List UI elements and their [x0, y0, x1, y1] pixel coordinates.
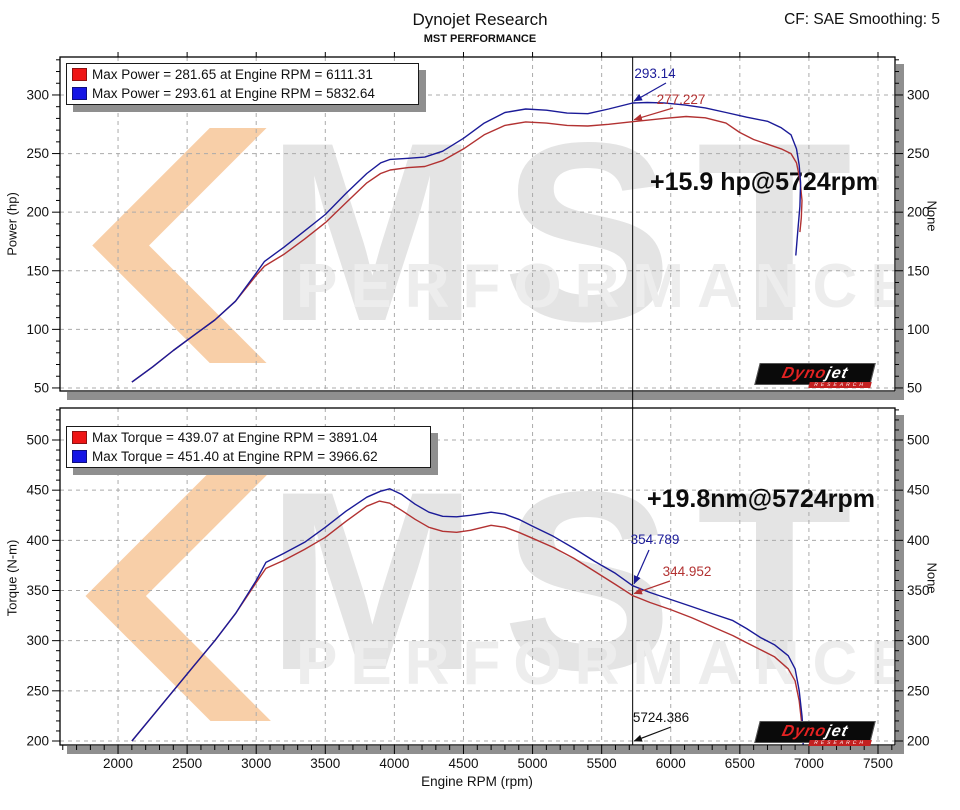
- svg-text:7000: 7000: [794, 756, 824, 771]
- dynojet-logo: Dyno jet RESEARCH: [754, 363, 879, 388]
- dynojet-logo-jet: jet: [824, 365, 851, 382]
- rpm-axis-label: Engine RPM (rpm): [421, 774, 533, 789]
- svg-text:100: 100: [26, 322, 49, 337]
- svg-text:50: 50: [907, 380, 922, 395]
- legend-row: Max Torque = 439.07 at Engine RPM = 3891…: [72, 428, 426, 447]
- annotation-label: 5724.386: [633, 710, 689, 725]
- watermark-performance-text: PERFORMANCE: [296, 629, 894, 698]
- svg-text:500: 500: [26, 433, 49, 448]
- legend-label: Max Torque = 439.07 at Engine RPM = 3891…: [92, 430, 378, 445]
- svg-text:6500: 6500: [725, 756, 755, 771]
- legend-swatch-blue-icon: [72, 450, 87, 463]
- svg-text:450: 450: [26, 483, 49, 498]
- dynojet-logo-research: RESEARCH: [808, 740, 872, 746]
- svg-text:100: 100: [907, 322, 930, 337]
- legend-swatch-red-icon: [72, 68, 87, 81]
- svg-text:300: 300: [26, 633, 49, 648]
- svg-text:250: 250: [907, 146, 930, 161]
- svg-text:350: 350: [907, 583, 930, 598]
- svg-text:300: 300: [907, 633, 930, 648]
- run-red-curve: [131, 500, 804, 744]
- watermark-mst-text: MST: [266, 439, 877, 724]
- cf-smoothing-label: CF: SAE Smoothing: 5: [784, 11, 940, 28]
- legend-swatch-blue-icon: [72, 87, 87, 100]
- annotation-arrow: [633, 549, 650, 585]
- svg-text:200: 200: [26, 733, 49, 748]
- svg-text:6000: 6000: [656, 756, 686, 771]
- svg-text:3500: 3500: [310, 756, 340, 771]
- svg-text:500: 500: [907, 433, 930, 448]
- svg-text:4000: 4000: [379, 756, 409, 771]
- delta-label: +19.8nm@5724rpm: [647, 485, 875, 513]
- dynojet-logo-jet: jet: [824, 723, 851, 740]
- svg-text:400: 400: [907, 533, 930, 548]
- dynojet-logo-dyno: Dyno: [780, 723, 829, 740]
- power-axis-label: Power (hp): [4, 192, 20, 256]
- svg-text:250: 250: [26, 146, 49, 161]
- run-red-curve: [131, 115, 803, 383]
- svg-text:2000: 2000: [103, 756, 133, 771]
- annotation-arrow: [633, 82, 667, 102]
- svg-text:250: 250: [907, 683, 930, 698]
- svg-text:300: 300: [907, 87, 930, 102]
- dynojet-logo: Dyno jet RESEARCH: [754, 721, 879, 746]
- svg-text:250: 250: [26, 683, 49, 698]
- torque-chart: +19.8nm@5724rpm 354.789 344.952 5724.386 200…: [26, 407, 930, 771]
- svg-text:300: 300: [26, 87, 49, 102]
- svg-text:200: 200: [26, 205, 49, 220]
- legend-label: Max Power = 293.61 at Engine RPM = 5832.…: [92, 86, 375, 101]
- mst-chevron-icon: [85, 471, 271, 721]
- watermark-power: MST PERFORMANCE: [61, 58, 894, 390]
- svg-text:150: 150: [26, 263, 49, 278]
- legend-label: Max Torque = 451.40 at Engine RPM = 3966…: [92, 449, 378, 464]
- torque-axis-label: Torque (N-m): [4, 539, 20, 617]
- annotation-label: 277.227: [657, 92, 706, 107]
- annotation-label: 344.952: [663, 564, 712, 579]
- svg-text:350: 350: [26, 583, 49, 598]
- mst-chevron-icon: [92, 128, 267, 363]
- legend-row: Max Torque = 451.40 at Engine RPM = 3966…: [72, 447, 426, 466]
- legend-power: Max Power = 281.65 at Engine RPM = 6111.…: [66, 63, 419, 105]
- legend-row: Max Power = 281.65 at Engine RPM = 6111.…: [72, 65, 414, 84]
- annotation-label: 293.14: [634, 66, 676, 81]
- svg-text:5000: 5000: [518, 756, 548, 771]
- annotation-arrow: [633, 580, 671, 595]
- page-title: Dynojet Research: [412, 10, 548, 29]
- legend-label: Max Power = 281.65 at Engine RPM = 6111.…: [92, 67, 373, 82]
- torque-right-axis-label: None: [924, 562, 940, 594]
- page-subtitle: MST PERFORMANCE: [423, 33, 537, 45]
- svg-text:3000: 3000: [241, 756, 271, 771]
- annotation-arrow: [633, 726, 672, 742]
- legend-torque: Max Torque = 439.07 at Engine RPM = 3891…: [66, 426, 431, 468]
- delta-label: +15.9 hp@5724rpm: [650, 168, 878, 196]
- svg-text:7500: 7500: [863, 756, 893, 771]
- svg-text:450: 450: [907, 483, 930, 498]
- svg-text:50: 50: [34, 380, 49, 395]
- watermark-torque: MST PERFORMANCE: [61, 409, 894, 744]
- run-blue-curve: [131, 101, 802, 383]
- svg-text:4500: 4500: [448, 756, 478, 771]
- svg-text:150: 150: [907, 263, 930, 278]
- svg-text:200: 200: [907, 733, 930, 748]
- legend-swatch-red-icon: [72, 431, 87, 444]
- watermark-performance-text: PERFORMANCE: [296, 252, 894, 321]
- svg-text:200: 200: [907, 205, 930, 220]
- power-chart: +15.9 hp@5724rpm 293.14 277.227 50 50 100 100 1…: [26, 52, 930, 400]
- svg-text:2500: 2500: [172, 756, 202, 771]
- annotation-label: 354.789: [631, 532, 680, 547]
- dynojet-logo-research: RESEARCH: [808, 382, 872, 388]
- run-blue-curve: [131, 488, 805, 746]
- watermark-mst-text: MST: [266, 90, 877, 375]
- svg-text:5500: 5500: [587, 756, 617, 771]
- dynojet-logo-dyno: Dyno: [780, 365, 829, 382]
- annotation-arrow: [633, 107, 674, 121]
- power-right-axis-label: None: [924, 200, 940, 232]
- svg-text:400: 400: [26, 533, 49, 548]
- legend-row: Max Power = 293.61 at Engine RPM = 5832.…: [72, 84, 414, 103]
